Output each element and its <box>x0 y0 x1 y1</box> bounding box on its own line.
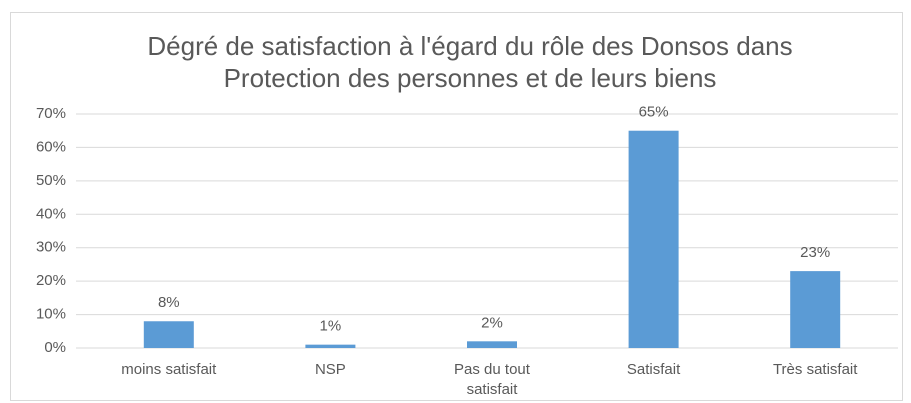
bar <box>305 344 356 348</box>
x-tick-label: NSP <box>314 361 346 378</box>
y-tick-label: 50% <box>36 172 66 189</box>
data-label: 2% <box>481 314 503 331</box>
y-tick-label: 0% <box>44 339 66 356</box>
x-tick-label: Satisfait <box>626 361 681 378</box>
x-tick-label: moins satisfait <box>121 361 217 378</box>
y-tick-label: 40% <box>36 205 66 222</box>
y-tick-label: 70% <box>36 105 66 122</box>
x-tick-label: Très satisfait <box>772 361 858 378</box>
data-label: 8% <box>158 294 180 311</box>
data-label: 1% <box>320 318 342 335</box>
y-tick-label: 10% <box>36 306 66 323</box>
y-tick-label: 30% <box>36 239 66 256</box>
bar <box>143 321 194 348</box>
y-tick-label: 20% <box>36 272 66 289</box>
x-tick-label: Pas du tout satisfait <box>454 361 530 398</box>
y-tick-label: 60% <box>36 138 66 155</box>
bar <box>790 271 841 348</box>
data-label: 23% <box>800 244 830 261</box>
chart-title: Dégré de satisfaction à l'égard du rôle … <box>147 31 793 93</box>
chart-border <box>10 12 903 401</box>
data-label: 65% <box>639 104 669 121</box>
bar <box>467 341 517 348</box>
bar <box>628 130 679 348</box>
